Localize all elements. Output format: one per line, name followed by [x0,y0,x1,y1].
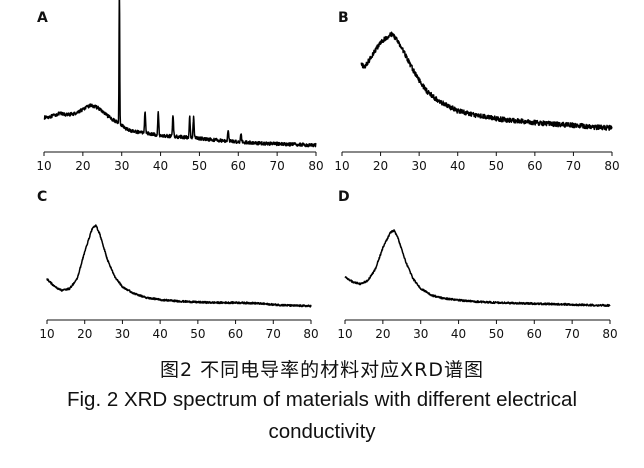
x-tick-label-c-10: 10 [39,327,54,341]
x-tick-label-c-60: 60 [228,327,243,341]
panel-c: C 10 20 30 40 50 60 70 80 [37,189,319,341]
x-tick-label-d-10: 10 [337,327,352,341]
caption-english: Fig. 2 XRD spectrum of materials with di… [0,384,644,448]
x-tick-label-b-10: 10 [334,159,349,173]
x-tick-label-b-60: 60 [527,159,542,173]
panel-d: D 10 20 30 40 50 60 70 80 [337,189,617,341]
xrd-curve-d [344,229,611,308]
caption-english-line-2: conductivity [268,420,376,443]
x-tick-label-a-40: 40 [153,159,168,173]
xrd-curve-b [360,31,613,131]
xrd-curve-c [46,224,312,308]
xrd-figure: A 10 20 30 40 50 60 70 80 B 10 20 30 40 50 60 70 80 C 10 20 3… [36,0,620,341]
x-tick-label-a-50: 50 [192,159,207,173]
x-tick-label-d-60: 60 [527,327,542,341]
caption-english-line-1: Fig. 2 XRD spectrum of materials with di… [66,388,578,411]
x-tick-label-b-30: 30 [412,159,427,173]
x-tick-label-c-20: 20 [77,327,92,341]
x-tick-label-b-20: 20 [373,159,388,173]
panel-a: A 10 20 30 40 50 60 70 80 [36,0,324,173]
panel-b: B 10 20 30 40 50 60 70 80 [334,10,619,173]
xrd-curve-a [43,0,317,148]
x-tick-label-b-80: 80 [604,159,619,173]
panel-label-b: B [338,10,349,26]
x-tick-label-a-30: 30 [114,159,129,173]
x-tick-label-c-40: 40 [153,327,168,341]
x-tick-label-d-50: 50 [489,327,504,341]
x-tick-label-a-20: 20 [75,159,90,173]
x-tick-label-c-80: 80 [303,327,318,341]
x-tick-label-d-40: 40 [451,327,466,341]
x-tick-label-d-20: 20 [375,327,390,341]
x-tick-label-d-80: 80 [602,327,617,341]
x-tick-label-c-70: 70 [266,327,281,341]
panel-label-a: A [37,10,48,26]
panel-label-c: C [37,189,47,205]
caption-chinese: 图2 不同电导率的材料对应XRD谱图 [160,359,484,381]
x-tick-label-a-80: 80 [308,159,323,173]
x-tick-label-b-70: 70 [566,159,581,173]
x-tick-label-c-50: 50 [190,327,205,341]
panel-label-d: D [338,189,350,205]
x-tick-label-b-50: 50 [489,159,504,173]
x-tick-label-a-60: 60 [231,159,246,173]
x-tick-label-a-70: 70 [270,159,285,173]
x-tick-label-c-30: 30 [115,327,130,341]
x-tick-label-d-70: 70 [565,327,580,341]
x-tick-label-a-10: 10 [36,159,51,173]
x-tick-label-d-30: 30 [413,327,428,341]
x-tick-label-b-40: 40 [450,159,465,173]
figure-caption: 图2 不同电导率的材料对应XRD谱图 Fig. 2 XRD spectrum o… [0,356,644,448]
